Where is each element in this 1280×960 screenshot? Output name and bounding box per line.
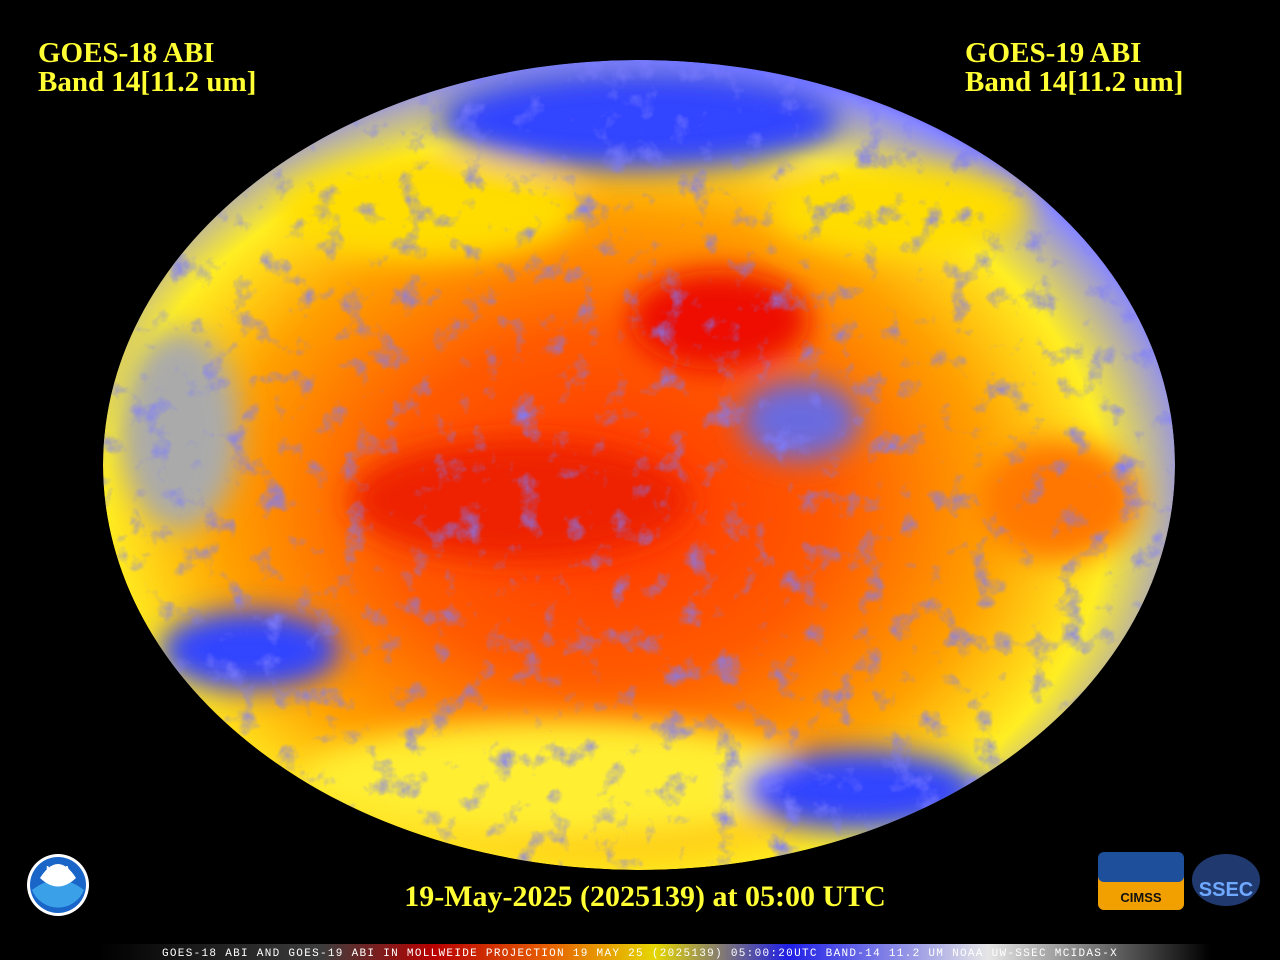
earth-disk — [103, 60, 1175, 870]
right-satellite: GOES-19 ABI — [965, 37, 1141, 69]
left-satellite: GOES-18 ABI — [38, 37, 214, 69]
footer-caption: GOES-18 ABI AND GOES-19 ABI IN MOLLWEIDE… — [162, 948, 1118, 960]
cloud-texture — [103, 60, 1175, 870]
timestamp: 19-May-2025 (2025139) at 05:00 UTC — [404, 880, 886, 913]
color-scale — [100, 944, 1210, 960]
cimss-logo: CIMSS — [1098, 852, 1184, 910]
noaa-logo: NOAA — [27, 854, 89, 916]
noaa-text: NOAA — [46, 865, 70, 874]
ssec-logo: SSEC — [1192, 854, 1260, 906]
cimss-text: CIMSS — [1120, 890, 1162, 905]
right-band: Band 14[11.2 um] — [965, 66, 1183, 98]
left-band: Band 14[11.2 um] — [38, 66, 256, 98]
ssec-text: SSEC — [1199, 879, 1253, 901]
